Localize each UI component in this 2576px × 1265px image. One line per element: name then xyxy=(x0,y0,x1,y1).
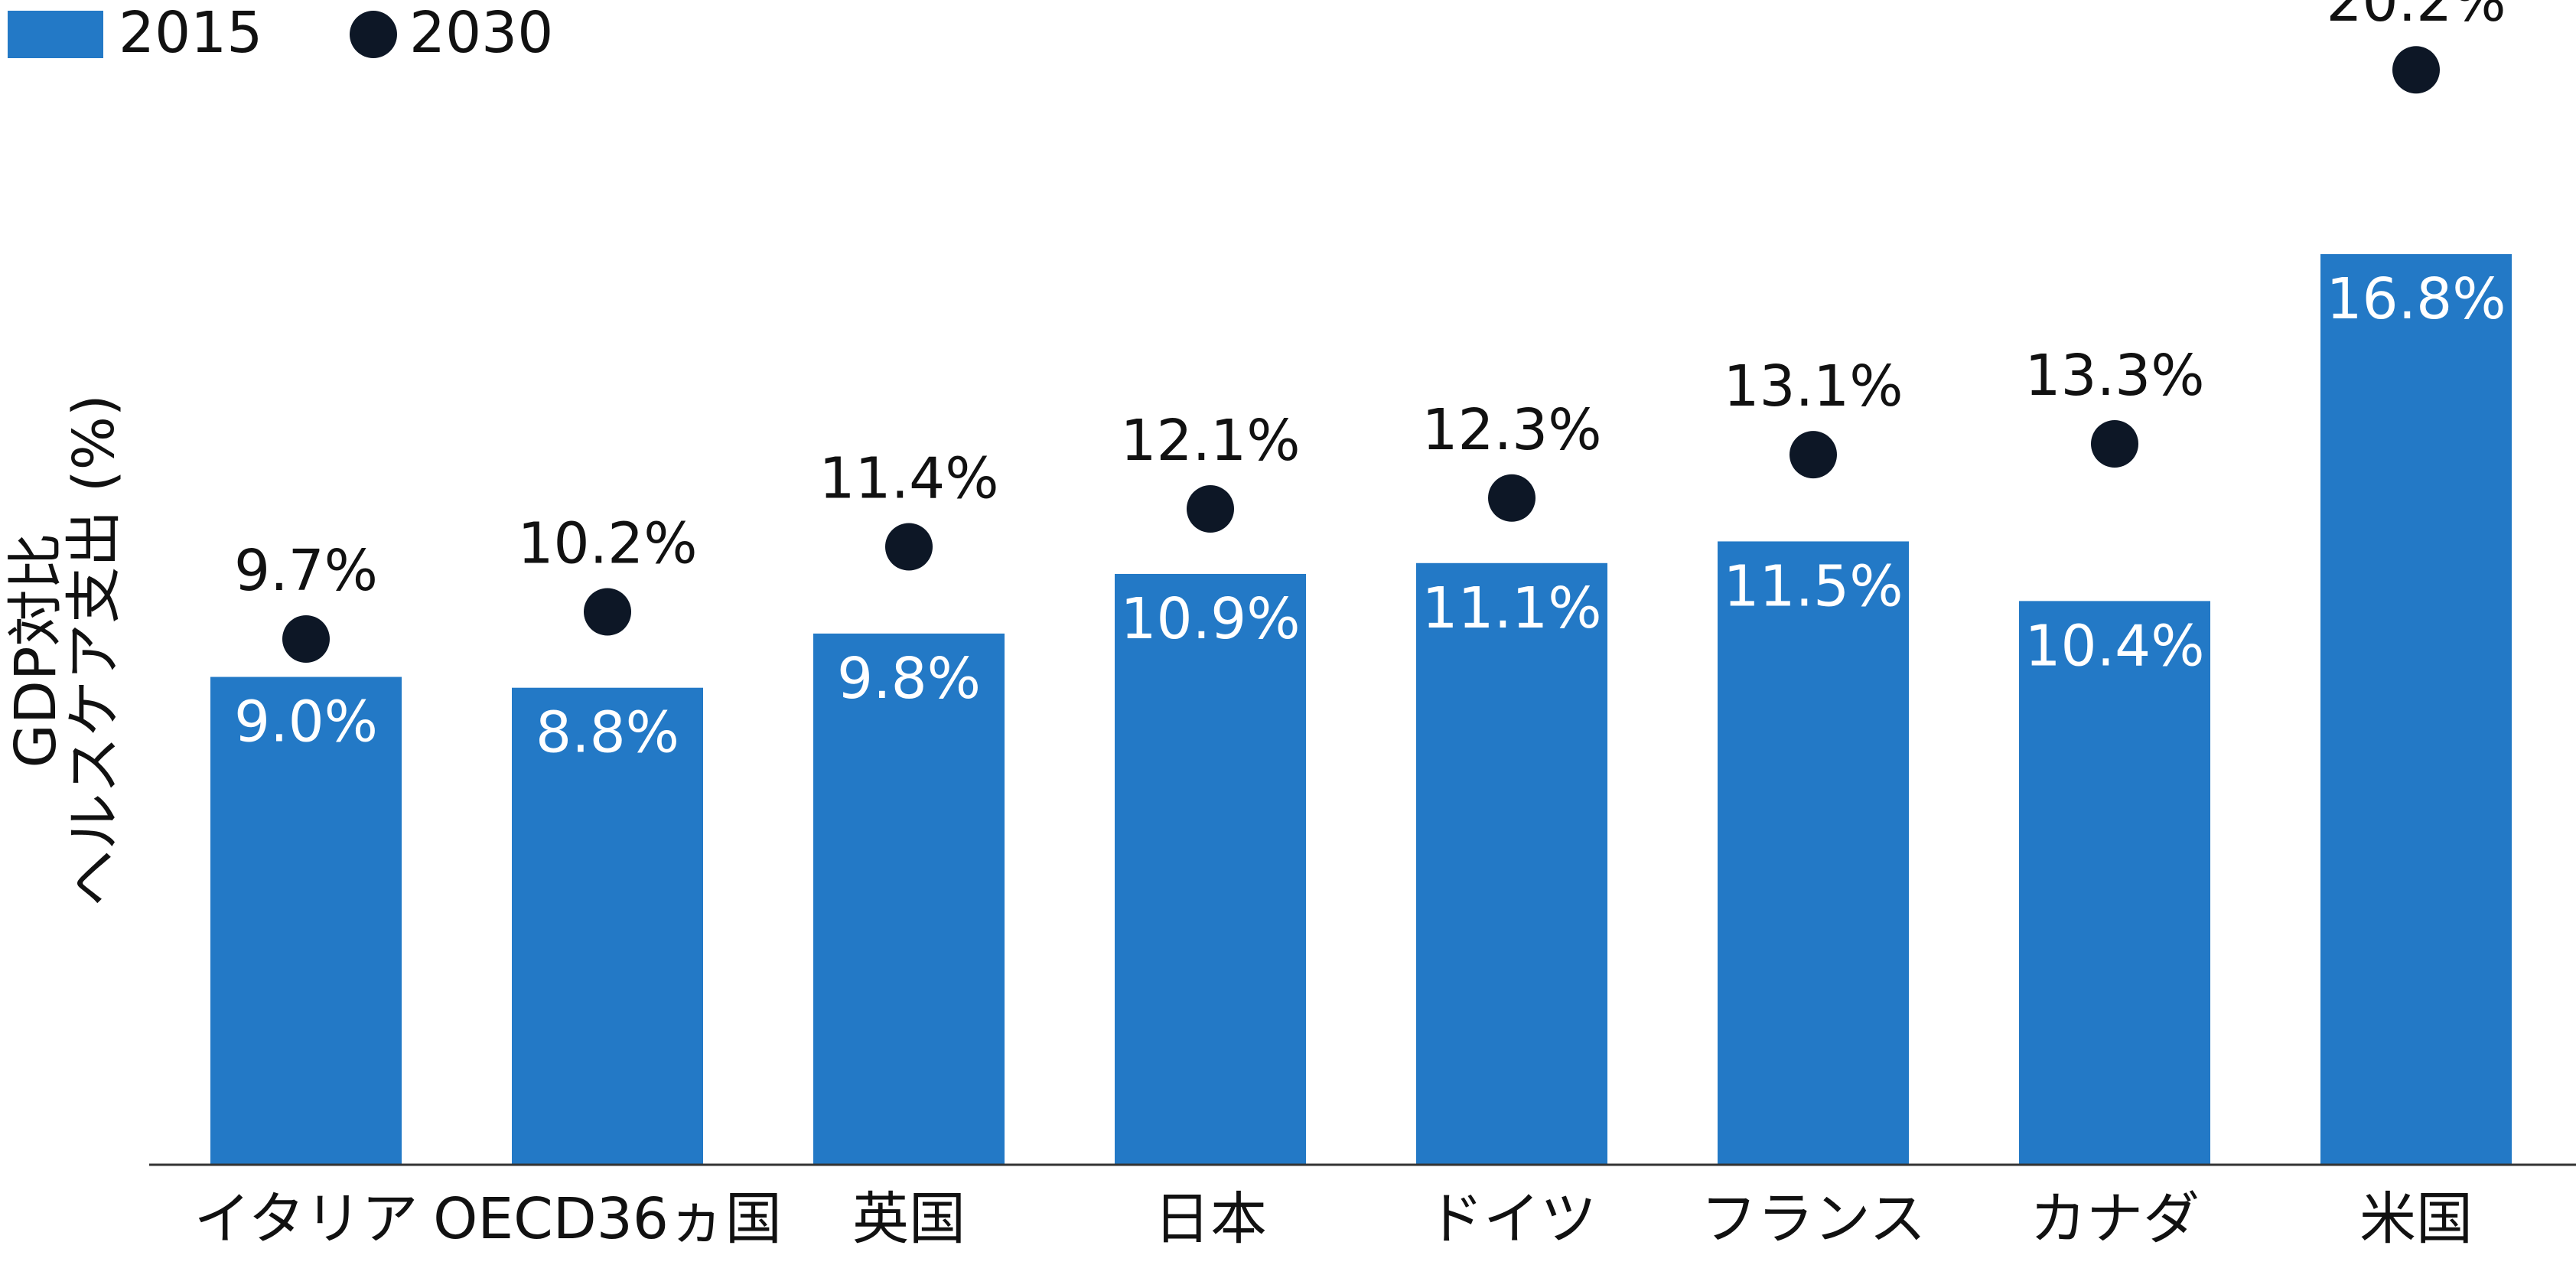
category-label-6: カナダ xyxy=(2030,1186,2200,1252)
bar-2015-2 xyxy=(813,633,1005,1165)
legend-label-2030: 2030 xyxy=(409,0,553,66)
dot-label-2030-2: 11.4% xyxy=(819,446,998,512)
dots-2030: 9.7% 10.2% 11.4% 12.1% 12.3% 13.1% 13.3% 20.2% xyxy=(234,0,2506,663)
category-label-1: OECD36ヵ国 xyxy=(433,1186,782,1252)
category-label-0: イタリア xyxy=(194,1186,418,1252)
dot-label-2030-4: 12.3% xyxy=(1422,397,1601,463)
bar-label-2015-4: 11.1% xyxy=(1422,575,1601,641)
bar-label-2015-1: 8.8% xyxy=(536,700,679,766)
dot-2030-6 xyxy=(2091,419,2138,468)
bar-2015-6 xyxy=(2019,601,2210,1165)
x-axis-categories: イタリア OECD36ヵ国 英国 日本 ドイツ フランス カナダ 米国 xyxy=(194,1186,2473,1252)
legend-swatch-2015 xyxy=(8,11,103,58)
dot-label-2030-7: 20.2% xyxy=(2326,0,2506,34)
dot-2030-7 xyxy=(2392,46,2440,94)
dot-2030-3 xyxy=(1187,484,1234,533)
bar-label-2015-3: 10.9% xyxy=(1120,586,1300,652)
y-axis-label-line1: GDP対比 xyxy=(3,533,69,768)
dot-2030-5 xyxy=(1790,431,1837,479)
dot-label-2030-1: 10.2% xyxy=(517,511,697,577)
dot-label-2030-3: 12.1% xyxy=(1120,408,1300,474)
category-label-2: 英国 xyxy=(852,1186,966,1252)
bar-2015-0 xyxy=(210,677,402,1165)
bar-label-2015-0: 9.0% xyxy=(234,690,378,755)
category-label-4: ドイツ xyxy=(1427,1186,1597,1252)
legend: 2015 2030 xyxy=(8,0,553,66)
bar-label-2015-5: 11.5% xyxy=(1723,553,1903,619)
bar-2015-7 xyxy=(2320,254,2512,1165)
bar-label-2015-6: 10.4% xyxy=(2024,613,2204,679)
y-axis-label: GDP対比 ヘルスケア支出 (%) xyxy=(3,394,127,907)
dot-2030-4 xyxy=(1488,474,1536,522)
legend-dot-2030 xyxy=(350,11,397,58)
bar-label-2015-2: 9.8% xyxy=(837,646,981,712)
category-label-5: フランス xyxy=(1701,1186,1926,1252)
dot-2030-2 xyxy=(885,523,933,571)
dot-label-2030-0: 9.7% xyxy=(234,538,378,604)
bar-2015-1 xyxy=(512,687,703,1165)
category-label-7: 米国 xyxy=(2359,1186,2473,1252)
bar-2015-5 xyxy=(1718,541,1909,1165)
dot-label-2030-6: 13.3% xyxy=(2024,343,2204,409)
bar-2015-3 xyxy=(1115,573,1306,1165)
dot-2030-0 xyxy=(282,615,330,663)
dot-2030-1 xyxy=(584,588,631,636)
y-axis-label-line2: ヘルスケア支出 (%) xyxy=(61,394,127,907)
legend-label-2015: 2015 xyxy=(119,0,262,66)
dot-label-2030-5: 13.1% xyxy=(1723,354,1903,419)
bar-2015-4 xyxy=(1416,562,1607,1165)
category-label-3: 日本 xyxy=(1154,1186,1267,1252)
bars-2015: 9.0% 8.8% 9.8% 10.9% 11.1% 11.5% 10.4% 16.8% xyxy=(210,254,2512,1165)
bar-label-2015-7: 16.8% xyxy=(2326,266,2506,332)
